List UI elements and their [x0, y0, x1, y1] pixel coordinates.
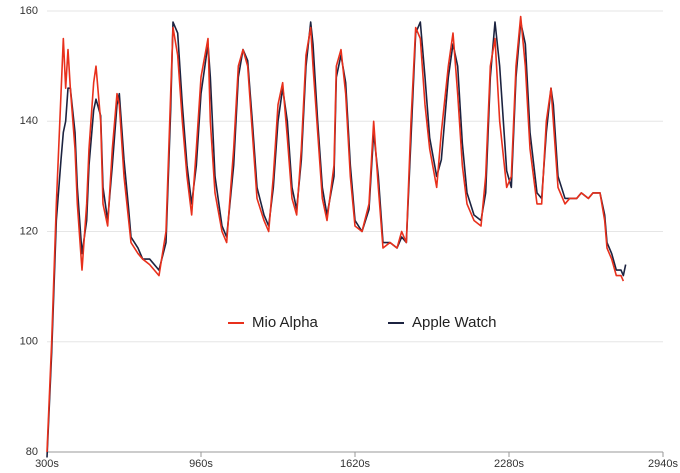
y-tick-label: 160	[20, 5, 38, 17]
y-tick-label: 140	[20, 115, 38, 127]
legend-label: Mio Alpha	[252, 314, 319, 331]
x-tick-label: 2940s	[648, 458, 678, 470]
legend-label: Apple Watch	[412, 314, 497, 331]
x-tick-label: 300s	[35, 458, 59, 470]
x-tick-label: 1620s	[340, 458, 370, 470]
x-tick-label: 960s	[189, 458, 213, 470]
y-tick-label: 100	[20, 336, 38, 348]
legend: Mio Alpha Apple Watch	[228, 314, 497, 331]
y-tick-label: 120	[20, 225, 38, 237]
y-tick-label: 80	[26, 446, 38, 458]
x-tick-label: 2280s	[494, 458, 524, 470]
line-series	[46, 15, 625, 453]
